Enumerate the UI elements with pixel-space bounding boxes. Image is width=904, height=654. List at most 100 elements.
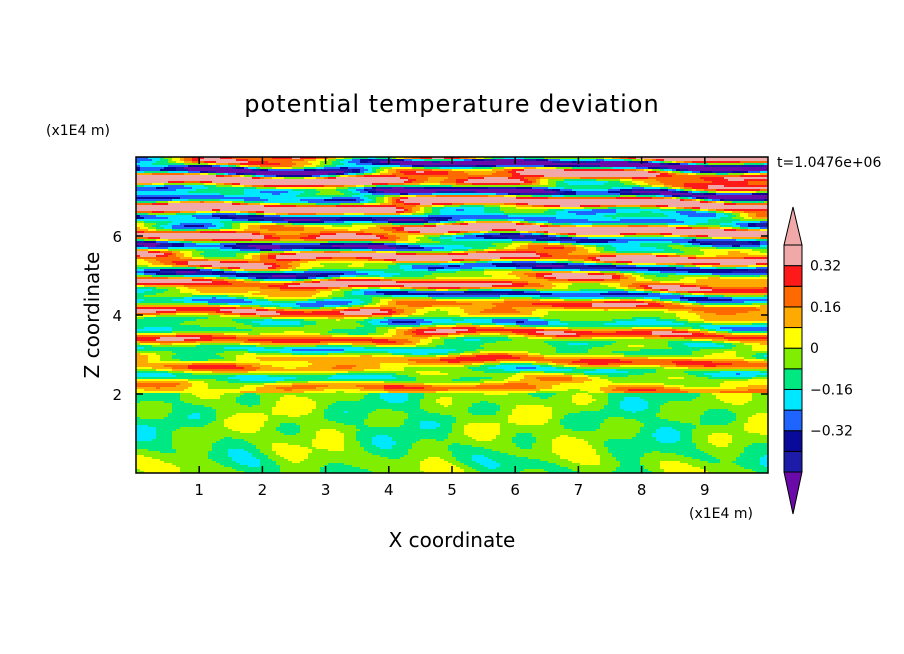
field-cell bbox=[516, 323, 548, 325]
field-cell bbox=[236, 365, 252, 367]
field-cell bbox=[220, 397, 236, 399]
field-cell bbox=[592, 223, 668, 225]
field-cell bbox=[548, 471, 580, 473]
field-cell bbox=[672, 197, 676, 199]
field-cell bbox=[652, 471, 664, 473]
field-cell bbox=[144, 273, 156, 275]
field-cell bbox=[720, 199, 724, 201]
field-cell bbox=[380, 321, 392, 323]
field-cell bbox=[716, 247, 768, 249]
field-cell bbox=[420, 405, 444, 407]
field-cell bbox=[728, 433, 760, 435]
field-cell bbox=[572, 361, 632, 363]
field-cell bbox=[752, 193, 768, 195]
field-cell bbox=[756, 353, 768, 355]
field-cell bbox=[244, 189, 292, 191]
field-cell bbox=[456, 325, 480, 327]
field-cell bbox=[172, 253, 176, 255]
field-cell bbox=[240, 225, 248, 227]
field-cell bbox=[444, 405, 448, 407]
field-cell bbox=[748, 389, 768, 391]
field-cell bbox=[216, 173, 224, 175]
field-cell bbox=[748, 401, 768, 403]
field-cell bbox=[136, 449, 148, 451]
field-cell bbox=[236, 253, 248, 255]
field-cell bbox=[152, 439, 172, 441]
field-cell bbox=[356, 185, 364, 187]
field-cell bbox=[428, 337, 440, 339]
field-cell bbox=[676, 315, 700, 317]
field-cell bbox=[408, 177, 428, 179]
x-tick-label: 8 bbox=[637, 481, 647, 499]
field-cell bbox=[248, 165, 260, 167]
field-cell bbox=[308, 277, 316, 279]
colorbar-tick-label: 0 bbox=[810, 341, 819, 357]
field-cell bbox=[232, 227, 240, 229]
field-cell bbox=[368, 413, 408, 415]
field-cell bbox=[520, 179, 528, 181]
field-cell bbox=[136, 453, 208, 455]
field-cell bbox=[228, 377, 296, 379]
field-cell bbox=[284, 331, 304, 333]
field-cell bbox=[352, 367, 380, 369]
field-cell bbox=[336, 189, 348, 191]
field-cell bbox=[412, 167, 424, 169]
field-cell bbox=[732, 441, 768, 443]
field-cell bbox=[724, 345, 736, 347]
field-cell bbox=[432, 157, 444, 159]
field-cell bbox=[284, 433, 296, 435]
field-cell bbox=[644, 409, 660, 411]
field-cell bbox=[316, 403, 332, 405]
field-cell bbox=[360, 193, 372, 195]
field-cell bbox=[160, 251, 172, 253]
field-cell bbox=[156, 435, 172, 437]
field-cell bbox=[608, 403, 620, 405]
field-cell bbox=[296, 301, 316, 303]
field-cell bbox=[724, 337, 768, 339]
field-cell bbox=[372, 453, 408, 455]
field-cell bbox=[732, 237, 760, 239]
field-cell bbox=[572, 401, 592, 403]
field-cell bbox=[656, 179, 704, 181]
field-cell bbox=[224, 271, 236, 273]
field-cell bbox=[392, 321, 416, 323]
field-cell bbox=[708, 211, 716, 213]
field-cell bbox=[692, 161, 740, 163]
field-cell bbox=[420, 203, 432, 205]
field-cell bbox=[136, 243, 160, 245]
field-cell bbox=[712, 287, 764, 289]
field-cell bbox=[280, 467, 320, 469]
field-cell bbox=[456, 331, 476, 333]
colorbar-segment bbox=[783, 285, 803, 308]
field-cell bbox=[136, 217, 144, 219]
colorbar-segment bbox=[783, 409, 803, 432]
field-cell bbox=[172, 367, 188, 369]
field-cell bbox=[416, 441, 512, 443]
field-cell bbox=[728, 423, 744, 425]
field-cell bbox=[744, 447, 768, 449]
field-cell bbox=[572, 461, 600, 463]
field-cell bbox=[540, 379, 572, 381]
field-cell bbox=[436, 191, 476, 193]
field-cell bbox=[412, 207, 420, 209]
field-cell bbox=[364, 347, 484, 349]
field-cell bbox=[616, 197, 652, 199]
field-cell bbox=[156, 223, 168, 225]
field-cell bbox=[652, 299, 660, 301]
field-cell bbox=[608, 309, 668, 311]
field-cell bbox=[376, 185, 452, 187]
field-cell bbox=[500, 463, 556, 465]
field-cell bbox=[156, 245, 172, 247]
field-cell bbox=[332, 375, 392, 377]
field-cell bbox=[760, 237, 768, 239]
field-cell bbox=[260, 323, 300, 325]
field-cell bbox=[532, 303, 592, 305]
field-cell bbox=[188, 379, 216, 381]
field-cell bbox=[384, 199, 388, 201]
field-cell bbox=[684, 189, 692, 191]
field-cell bbox=[280, 193, 300, 195]
field-cell bbox=[384, 381, 484, 383]
field-cell bbox=[368, 451, 408, 453]
field-cell bbox=[332, 403, 420, 405]
field-cell bbox=[636, 411, 660, 413]
